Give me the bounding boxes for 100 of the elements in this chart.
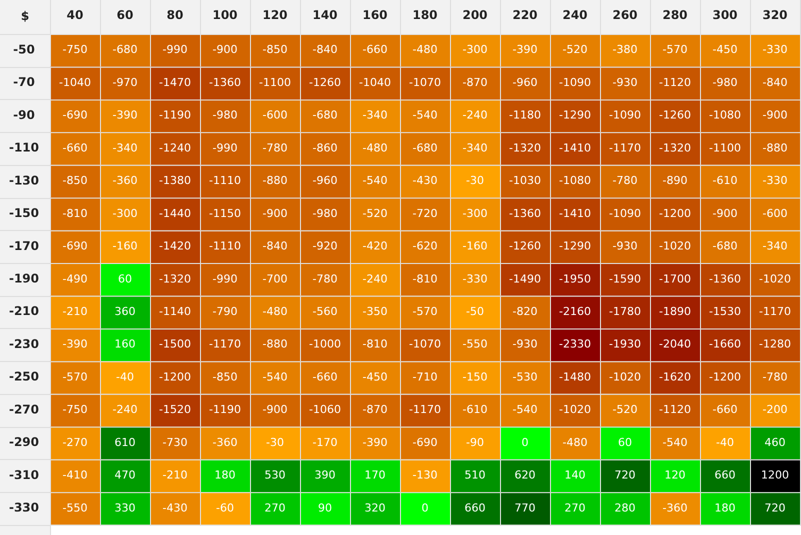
data-label: -840 bbox=[262, 240, 288, 253]
data-label: -930 bbox=[612, 240, 638, 253]
data-label: -1410 bbox=[559, 206, 591, 220]
data-label: -890 bbox=[662, 174, 688, 188]
data-label: -1200 bbox=[709, 370, 741, 384]
data-label: -1120 bbox=[659, 403, 691, 416]
data-label: -2040 bbox=[659, 338, 691, 351]
data-label: -1120 bbox=[659, 76, 691, 89]
data-label: -130 bbox=[412, 468, 438, 482]
data-label: 60 bbox=[118, 272, 132, 286]
data-label: -900 bbox=[212, 43, 238, 56]
data-label: -850 bbox=[62, 174, 88, 188]
data-label: -480 bbox=[362, 141, 388, 154]
data-label: -1470 bbox=[159, 76, 191, 89]
data-label: -570 bbox=[412, 304, 438, 318]
data-label: -410 bbox=[62, 468, 88, 482]
data-label: -1290 bbox=[559, 108, 591, 122]
y-axis-title: $ bbox=[20, 9, 30, 24]
data-label: -1780 bbox=[609, 304, 641, 318]
y-tick-label: -310 bbox=[8, 468, 39, 482]
data-label: -880 bbox=[262, 174, 288, 188]
data-label: -550 bbox=[62, 501, 88, 514]
data-label: -680 bbox=[412, 141, 438, 154]
x-tick-label: 300 bbox=[712, 8, 738, 22]
data-label: -1420 bbox=[159, 240, 191, 253]
data-label: -980 bbox=[312, 206, 338, 220]
data-label: -360 bbox=[662, 501, 688, 514]
data-label: -700 bbox=[262, 272, 288, 286]
data-label: -1260 bbox=[509, 240, 541, 253]
data-label: -860 bbox=[312, 141, 338, 154]
data-label: 320 bbox=[364, 501, 386, 514]
data-label: -990 bbox=[212, 141, 238, 154]
data-label: -1190 bbox=[159, 108, 191, 122]
data-label: -680 bbox=[112, 43, 138, 56]
data-label: -900 bbox=[262, 403, 288, 416]
data-label: -1170 bbox=[409, 403, 441, 416]
data-label: -480 bbox=[562, 436, 588, 449]
data-label: -780 bbox=[612, 174, 638, 188]
data-label: -870 bbox=[462, 76, 488, 89]
data-label: -1060 bbox=[309, 403, 341, 416]
x-tick-label: 140 bbox=[312, 8, 338, 22]
data-label: -930 bbox=[512, 338, 538, 351]
data-label: -390 bbox=[362, 436, 388, 449]
data-label: -810 bbox=[362, 338, 388, 351]
data-label: -540 bbox=[662, 436, 688, 449]
data-label: -880 bbox=[262, 338, 288, 351]
data-label: 90 bbox=[318, 501, 332, 514]
x-tick-label: 60 bbox=[116, 8, 134, 22]
data-label: -560 bbox=[312, 304, 338, 318]
data-label: -620 bbox=[412, 240, 438, 253]
data-label: -990 bbox=[162, 43, 188, 56]
data-label: -660 bbox=[312, 370, 338, 384]
data-label: -300 bbox=[462, 206, 488, 220]
data-label: -680 bbox=[712, 240, 738, 253]
data-label: -40 bbox=[716, 436, 734, 449]
data-label: -1380 bbox=[159, 174, 191, 188]
data-label: -920 bbox=[312, 240, 338, 253]
data-label: -570 bbox=[662, 43, 688, 56]
y-tick-label: -210 bbox=[8, 304, 39, 318]
data-label: -1110 bbox=[209, 240, 241, 253]
data-label: -1930 bbox=[609, 338, 641, 351]
data-label: -1360 bbox=[209, 76, 241, 89]
data-label: -1280 bbox=[759, 338, 791, 351]
data-label: -1200 bbox=[159, 370, 191, 384]
x-tick-label: 240 bbox=[562, 8, 588, 22]
data-label: -490 bbox=[62, 272, 88, 286]
data-label: -1320 bbox=[509, 141, 541, 154]
data-label: -1520 bbox=[159, 403, 191, 416]
data-label: 510 bbox=[464, 468, 486, 482]
y-tick-label: -70 bbox=[13, 75, 35, 90]
data-label: -1530 bbox=[709, 304, 741, 318]
data-label: -980 bbox=[212, 108, 238, 122]
data-label: -30 bbox=[466, 174, 484, 188]
data-label: -340 bbox=[362, 108, 388, 122]
data-label: -980 bbox=[712, 76, 738, 89]
data-label: -1020 bbox=[659, 240, 691, 253]
data-label: 120 bbox=[664, 468, 686, 482]
data-label: -1080 bbox=[559, 174, 591, 188]
data-label: -1620 bbox=[659, 370, 691, 384]
data-label: -840 bbox=[312, 43, 338, 56]
y-tick-label: -290 bbox=[8, 435, 39, 450]
data-label: -540 bbox=[512, 403, 538, 416]
data-label: -270 bbox=[62, 436, 88, 449]
x-tick-label: 260 bbox=[612, 8, 638, 22]
data-label: -660 bbox=[362, 43, 388, 56]
data-label: -150 bbox=[462, 370, 488, 384]
data-label: -430 bbox=[412, 174, 438, 188]
data-label: 720 bbox=[764, 501, 786, 514]
data-label: -1170 bbox=[609, 141, 641, 154]
data-label: -900 bbox=[712, 206, 738, 220]
data-label: -300 bbox=[462, 43, 488, 56]
data-label: -390 bbox=[62, 338, 88, 351]
data-label: -900 bbox=[262, 206, 288, 220]
data-label: -210 bbox=[162, 468, 188, 482]
data-label: -1140 bbox=[159, 304, 191, 318]
data-label: -1890 bbox=[659, 304, 691, 318]
data-label: 0 bbox=[422, 501, 428, 514]
data-label: -750 bbox=[62, 43, 88, 56]
data-label: -1200 bbox=[659, 206, 691, 220]
x-tick-label: 280 bbox=[662, 8, 688, 22]
